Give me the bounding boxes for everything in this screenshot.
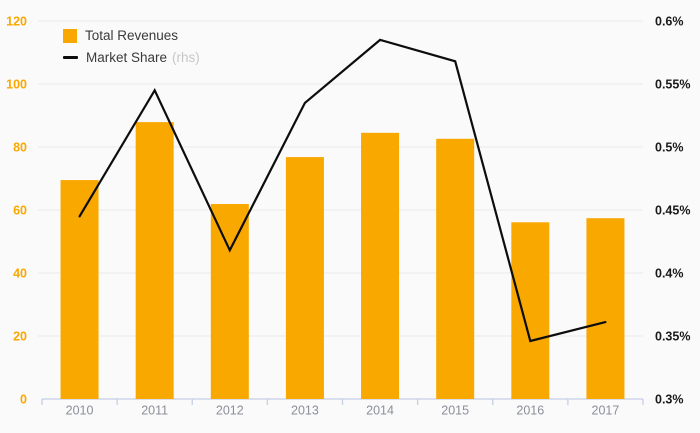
bar-2017 <box>586 218 625 399</box>
bar-2015 <box>436 138 475 399</box>
left-axis-tick-label: 120 <box>6 15 27 29</box>
x-axis-label-2011: 2011 <box>141 404 168 418</box>
left-axis-tick-label: 80 <box>13 141 27 155</box>
left-axis-tick-label: 0 <box>20 393 27 407</box>
legend-item-total-revenues: Total Revenues <box>63 27 200 44</box>
right-axis-tick-label: 0.6% <box>655 15 684 29</box>
right-axis-tick-label: 0.4% <box>655 267 684 281</box>
legend-suffix-rhs: (rhs) <box>172 50 200 65</box>
bar-2014 <box>361 132 400 399</box>
left-axis-tick-label: 20 <box>13 330 27 344</box>
left-axis-tick-label: 100 <box>6 78 27 92</box>
x-axis-label-2010: 2010 <box>66 404 94 418</box>
x-axis-label-2014: 2014 <box>366 404 394 418</box>
bar-2012 <box>210 204 249 399</box>
market-share-swatch-icon <box>63 56 78 59</box>
bar-2010 <box>60 180 99 399</box>
left-axis-tick-label: 40 <box>13 267 27 281</box>
x-axis-label-2015: 2015 <box>441 404 469 418</box>
right-axis-tick-label: 0.55% <box>655 78 690 92</box>
bar-2016 <box>511 222 550 399</box>
x-axis-label-2013: 2013 <box>291 404 319 418</box>
legend: Total Revenues Market Share (rhs) <box>63 27 200 66</box>
legend-label-market-share: Market Share <box>86 50 168 65</box>
right-axis-tick-label: 0.3% <box>655 393 684 407</box>
legend-label-total-revenues: Total Revenues <box>85 28 179 43</box>
legend-item-market-share: Market Share (rhs) <box>63 49 200 66</box>
total-revenues-swatch-icon <box>63 28 77 43</box>
right-axis-tick-label: 0.35% <box>655 330 690 344</box>
x-axis-label-2012: 2012 <box>216 404 244 418</box>
x-axis-label-2016: 2016 <box>516 404 544 418</box>
right-axis-tick-label: 0.45% <box>655 204 690 218</box>
market-share-line <box>78 38 607 343</box>
left-axis-tick-label: 60 <box>13 204 27 218</box>
right-axis-tick-label: 0.5% <box>655 141 684 155</box>
bar-2011 <box>135 122 174 400</box>
x-axis-label-2017: 2017 <box>592 404 620 418</box>
bar-2013 <box>285 157 324 399</box>
